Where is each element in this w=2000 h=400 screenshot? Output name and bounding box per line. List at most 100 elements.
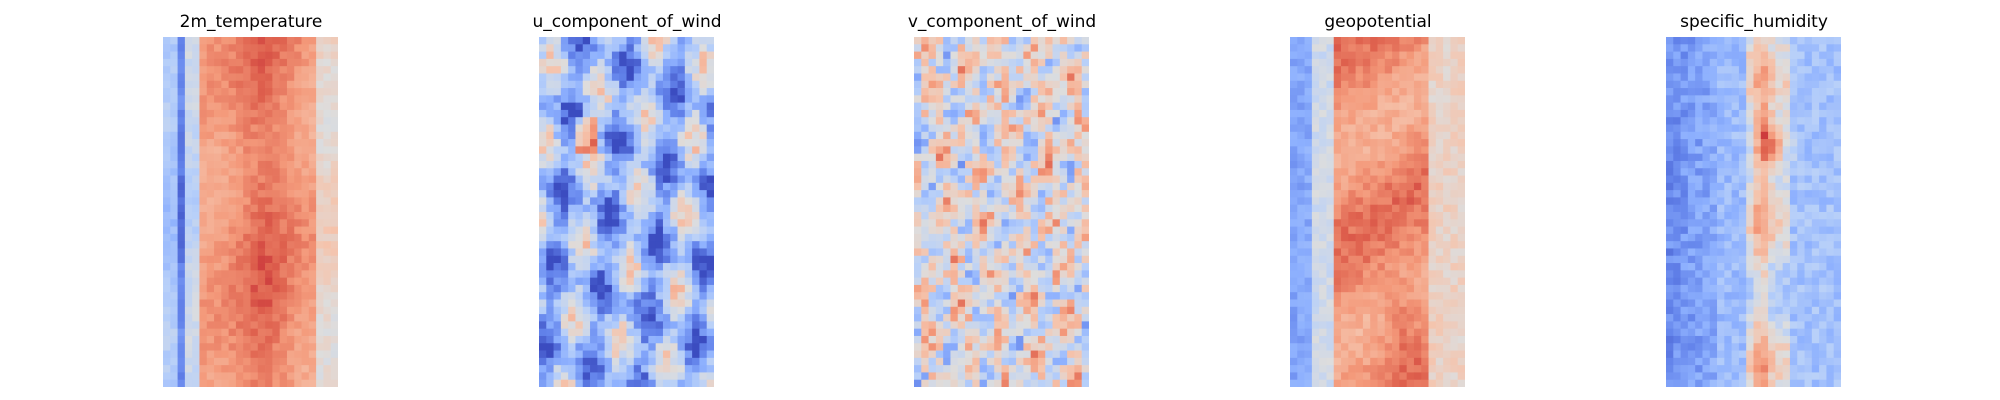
heatmap-cell: [1074, 270, 1083, 278]
heatmap-cell: [1074, 168, 1083, 176]
heatmap-cell: [662, 219, 671, 227]
heatmap-cell: [950, 328, 959, 337]
heatmap-cell: [250, 365, 259, 373]
heatmap-cell: [1059, 117, 1068, 125]
heatmap-cell: [330, 80, 338, 89]
heatmap-cell: [1413, 212, 1422, 220]
heatmap-cell: [301, 248, 310, 257]
heatmap-cell: [1341, 51, 1349, 60]
heatmap-cell: [1760, 131, 1769, 140]
heatmap-cell: [250, 168, 259, 176]
heatmap-cell: [957, 379, 966, 387]
heatmap-cell: [994, 372, 1002, 381]
heatmap-cell: [935, 219, 944, 227]
heatmap-cell: [243, 95, 251, 103]
heatmap-cell: [706, 321, 714, 330]
heatmap-cell: [1377, 51, 1386, 60]
heatmap-cell: [1421, 190, 1429, 198]
heatmap-cell: [597, 328, 605, 337]
heatmap-cell: [1717, 88, 1725, 96]
heatmap-u-component-of-wind: [539, 37, 714, 387]
heatmap-cell: [1392, 299, 1400, 308]
heatmap-cell: [1377, 124, 1386, 133]
heatmap-cell: [316, 263, 324, 271]
heatmap-cell: [943, 277, 951, 286]
heatmap-cell: [641, 124, 649, 133]
heatmap-cell: [1059, 160, 1068, 169]
heatmap-cell: [648, 58, 657, 67]
heatmap-cell: [1037, 212, 1046, 220]
heatmap-cell: [611, 95, 620, 103]
heatmap-cell: [1370, 212, 1378, 220]
heatmap-cell: [1311, 139, 1320, 147]
heatmap-cell: [199, 37, 208, 45]
heatmap-cell: [199, 372, 208, 381]
heatmap-cell: [1319, 182, 1327, 191]
heatmap-cell: [1030, 182, 1039, 191]
heatmap-cell: [611, 168, 620, 176]
heatmap-cell: [1738, 117, 1747, 125]
heatmap-cell: [1067, 255, 1075, 264]
heatmap-cell: [611, 160, 620, 169]
heatmap-cell: [286, 270, 295, 278]
heatmap-cell: [670, 241, 678, 249]
heatmap-cell: [1319, 233, 1327, 242]
heatmap-cell: [1355, 314, 1364, 322]
heatmap-cell: [943, 241, 951, 249]
heatmap-cell: [1297, 95, 1305, 103]
heatmap-cell: [928, 263, 937, 271]
heatmap-cell: [272, 306, 281, 315]
heatmap-cell: [1804, 102, 1813, 111]
heatmap-cell: [228, 219, 237, 227]
heatmap-cell: [641, 160, 649, 169]
heatmap-cell: [1428, 321, 1437, 330]
heatmap-cell: [1059, 277, 1068, 286]
heatmap-cell: [1045, 51, 1053, 60]
heatmap-cell: [539, 328, 547, 337]
heatmap-cell: [1030, 335, 1039, 344]
heatmap-cell: [228, 95, 237, 103]
heatmap-cell: [272, 73, 281, 82]
heatmap-cell: [301, 88, 310, 96]
heatmap-cell: [1008, 241, 1017, 249]
heatmap-cell: [641, 321, 649, 330]
heatmap-cell: [301, 226, 310, 235]
heatmap-cell: [163, 299, 171, 308]
heatmap-cell: [1355, 321, 1364, 330]
heatmap-cell: [1067, 241, 1075, 249]
heatmap-cell: [1370, 80, 1378, 89]
heatmap-cell: [214, 306, 222, 315]
heatmap-cell: [619, 335, 627, 344]
heatmap-cell: [1081, 44, 1089, 52]
heatmap-cell: [1443, 124, 1451, 133]
heatmap-cell: [294, 58, 302, 67]
heatmap-cell: [323, 51, 332, 60]
heatmap-cell: [1717, 102, 1725, 111]
heatmap-cell: [163, 328, 171, 337]
heatmap-cell: [1023, 314, 1032, 322]
heatmap-cell: [330, 270, 338, 278]
heatmap-cell: [648, 88, 657, 96]
heatmap-cell: [1724, 88, 1732, 96]
heatmap-cell: [553, 365, 562, 373]
heatmap-cell: [604, 233, 613, 242]
heatmap-cell: [1023, 73, 1032, 82]
heatmap-cell: [1775, 109, 1784, 118]
heatmap-cell: [235, 343, 244, 351]
heatmap-cell: [1833, 102, 1841, 111]
heatmap-cell: [1399, 168, 1408, 176]
heatmap-cell: [590, 197, 598, 206]
heatmap-cell: [994, 379, 1002, 387]
heatmap-cell: [163, 160, 171, 169]
heatmap-cell: [1826, 51, 1835, 60]
heatmap-cell: [1362, 44, 1371, 52]
heatmap-cell: [1333, 379, 1342, 387]
heatmap-cell: [163, 80, 171, 89]
heatmap-cell: [1399, 131, 1408, 140]
heatmap-cell: [560, 270, 569, 278]
heatmap-cell: [1753, 66, 1762, 74]
heatmap-cell: [1081, 124, 1089, 133]
heatmap-cell: [1290, 66, 1298, 74]
heatmap-cell: [177, 212, 186, 220]
heatmap-cell: [619, 212, 627, 220]
